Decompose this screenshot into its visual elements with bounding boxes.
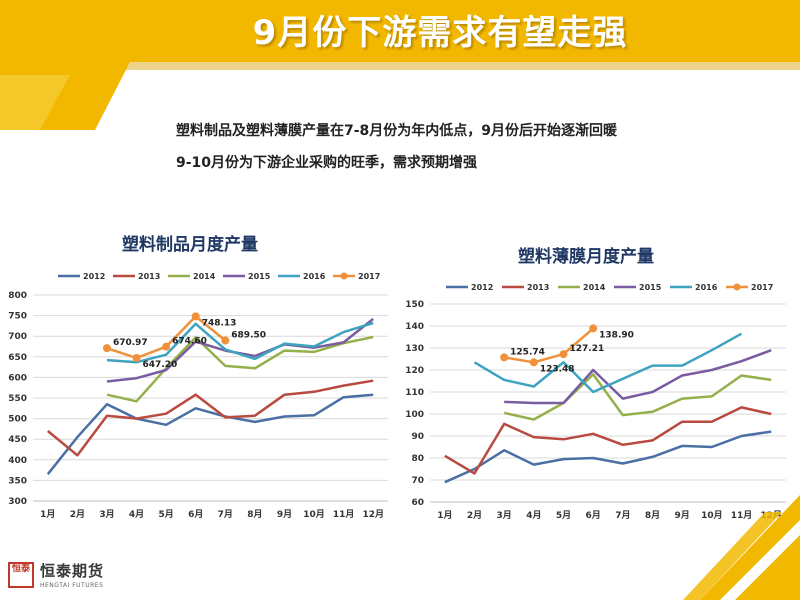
y-tick-label: 600: [8, 373, 27, 383]
x-tick-label: 8月: [247, 509, 262, 520]
legend-marker: [733, 283, 741, 291]
data-point-2017: [529, 358, 538, 367]
data-point-2017: [162, 342, 171, 351]
subtitle-line-2: 9-10月份为下游企业采购的旺季，需求预期增强: [176, 155, 478, 171]
y-tick-label: 70: [411, 476, 424, 486]
data-point-2017: [102, 344, 111, 353]
x-tick-label: 3月: [497, 510, 512, 521]
y-tick-label: 650: [8, 353, 27, 363]
y-tick-label: 90: [411, 432, 424, 442]
chart-title-products: 塑料制品月度产量: [122, 235, 258, 255]
y-tick-label: 350: [8, 476, 27, 486]
series-line-2014: [106, 335, 374, 403]
chart-title-film: 塑料薄膜月度产量: [518, 247, 654, 267]
data-label: 138.90: [599, 330, 634, 340]
x-tick-label: 6月: [586, 510, 601, 521]
y-tick-label: 300: [8, 497, 27, 507]
data-point-2017: [221, 336, 230, 345]
series-line-2016: [106, 321, 374, 364]
x-tick-label: 4月: [129, 509, 144, 520]
data-point-2017: [559, 350, 568, 359]
series-line-2012: [46, 393, 374, 475]
x-tick-label: 10月: [701, 510, 723, 521]
series-line-2013: [47, 379, 374, 457]
y-tick-label: 80: [411, 454, 424, 464]
data-label: 674.60: [172, 337, 207, 347]
y-tick-label: 110: [405, 388, 424, 398]
y-tick-label: 100: [405, 410, 424, 420]
y-tick-label: 60: [411, 498, 424, 508]
legend-label: 2013: [527, 283, 549, 292]
series-line-2014: [503, 373, 772, 421]
line-chart-products: 300 350 400 450 500 550 600 650 700 750 800 1月 2月 3月 4…: [8, 272, 388, 520]
legend-label: 2014: [583, 283, 606, 292]
series-line-2017: [503, 327, 595, 364]
x-tick-label: 2月: [70, 509, 85, 520]
x-tick-label: 7月: [615, 510, 630, 521]
logo-name: 恒泰期货: [40, 562, 105, 580]
legend-label: 2013: [138, 272, 160, 281]
y-tick-label: 400: [8, 456, 27, 466]
subtitle-line-1: 塑料制品及塑料薄膜产量在7-8月份为年内低点，9月份后开始逐渐回暖: [176, 123, 618, 139]
data-label: 670.97: [113, 338, 148, 348]
y-tick-label: 130: [405, 344, 424, 354]
data-label: 125.74: [510, 347, 545, 357]
data-label: 127.21: [570, 344, 605, 354]
y-tick-label: 550: [8, 394, 27, 404]
data-label: 689.50: [231, 331, 266, 341]
x-tick-label: 12月: [362, 509, 384, 520]
y-tick-label: 800: [8, 291, 27, 301]
data-label: 123.48: [540, 364, 575, 374]
data-point-2017: [191, 312, 200, 321]
slide-title: 9月份下游需求有望走强: [252, 13, 628, 53]
y-tick-label: 140: [405, 322, 424, 332]
legend-marker: [340, 272, 348, 280]
x-tick-label: 11月: [333, 509, 355, 520]
x-tick-label: 8月: [645, 510, 660, 521]
x-tick-label: 5月: [556, 510, 571, 521]
series-line-2013: [444, 406, 772, 475]
x-tick-label: 10月: [303, 509, 325, 520]
logo-english: HENGTAI FUTURES: [40, 582, 104, 589]
series-line-2016: [473, 332, 743, 394]
data-point-2017: [132, 353, 141, 362]
series-line-2012: [444, 430, 772, 484]
y-tick-label: 750: [8, 312, 27, 322]
legend-label: 2015: [248, 272, 271, 281]
y-tick-label: 500: [8, 415, 27, 425]
data-point-2017: [500, 353, 509, 362]
x-tick-label: 1月: [437, 510, 452, 521]
legend-label: 2017: [358, 272, 380, 281]
x-tick-label: 3月: [99, 509, 114, 520]
logo-seal-icon: 恒泰: [8, 562, 34, 588]
y-tick-label: 120: [405, 366, 424, 376]
x-tick-label: 5月: [158, 509, 173, 520]
y-tick-label: 700: [8, 332, 27, 342]
x-tick-label: 11月: [731, 510, 753, 521]
data-point-2017: [589, 324, 598, 333]
data-label: 748.13: [202, 318, 237, 328]
legend-label: 2012: [471, 283, 493, 292]
data-label: 647.20: [143, 360, 178, 370]
legend-label: 2017: [751, 283, 773, 292]
y-tick-label: 150: [405, 300, 424, 310]
legend-label: 2014: [193, 272, 216, 281]
x-tick-label: 2月: [467, 510, 482, 521]
legend-label: 2012: [83, 272, 105, 281]
x-tick-label: 1月: [40, 509, 55, 520]
x-tick-label: 6月: [188, 509, 203, 520]
series-line-2015: [504, 349, 772, 405]
y-tick-label: 450: [8, 435, 27, 445]
legend-label: 2016: [303, 272, 326, 281]
legend-label: 2016: [695, 283, 718, 292]
x-tick-label: 7月: [218, 509, 233, 520]
x-tick-label: 9月: [675, 510, 690, 521]
x-tick-label: 4月: [526, 510, 541, 521]
legend-label: 2015: [639, 283, 662, 292]
company-logo: 恒泰 恒泰期货 HENGTAI FUTURES: [8, 560, 128, 596]
x-tick-label: 9月: [277, 509, 292, 520]
title-banner: [0, 0, 800, 130]
